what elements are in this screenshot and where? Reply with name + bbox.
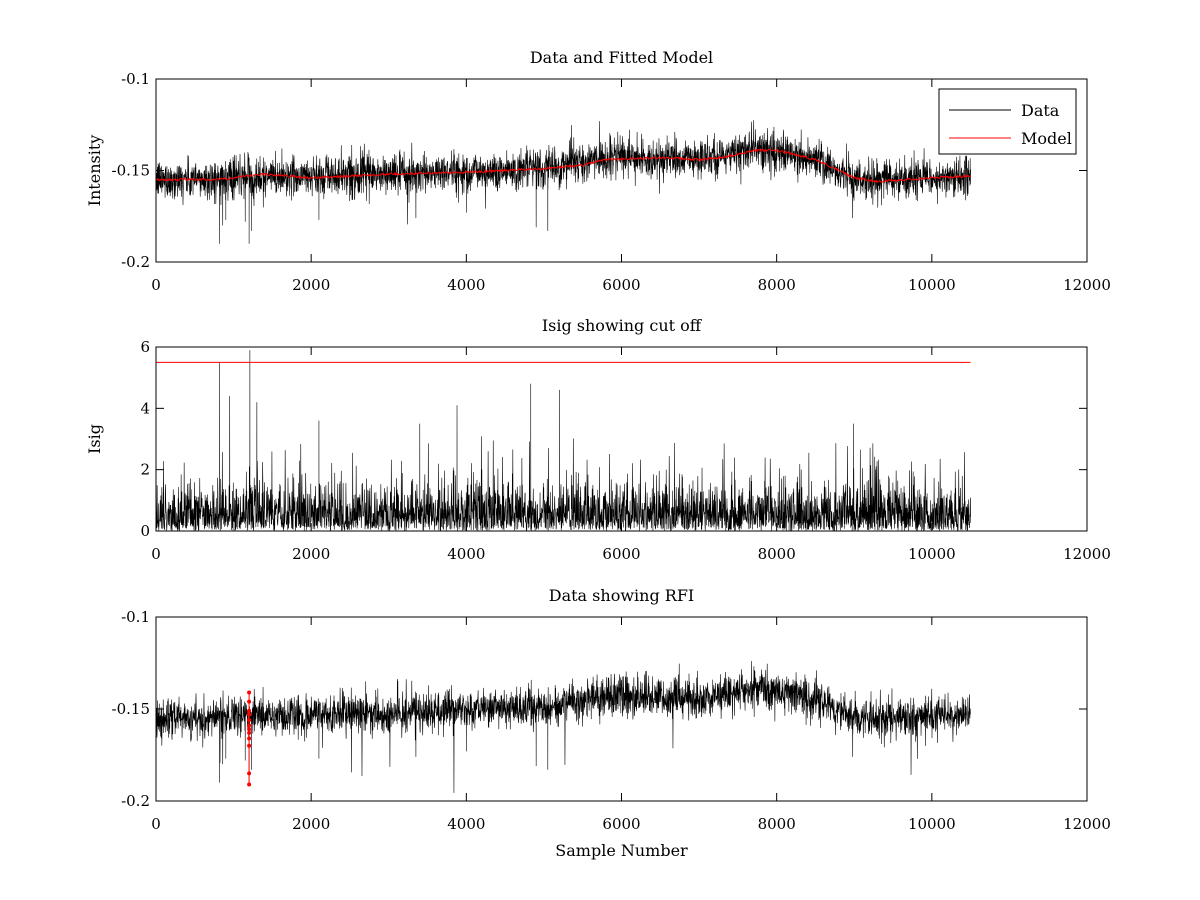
y-tick-label: -0.2 bbox=[121, 792, 150, 810]
x-tick-label: 4000 bbox=[447, 815, 485, 833]
x-tick-label: 6000 bbox=[602, 276, 640, 294]
rfi-point bbox=[247, 771, 252, 776]
rfi-point bbox=[247, 708, 252, 713]
y-tick-label: 2 bbox=[140, 461, 150, 479]
x-tick-label: 0 bbox=[151, 276, 161, 294]
x-tick-label: 2000 bbox=[292, 815, 330, 833]
y-tick-label: -0.15 bbox=[112, 162, 150, 180]
chart-panel-3: 0 2000 4000 6000 8000 10000 12000 -0.1 -0.15 -0.2… bbox=[112, 586, 1111, 860]
rfi-point bbox=[247, 718, 252, 723]
y-tick-label: 6 bbox=[140, 338, 150, 356]
rfi-point bbox=[247, 699, 252, 704]
chart-title: Data showing RFI bbox=[549, 586, 694, 605]
rfi-point bbox=[247, 712, 252, 717]
x-tick-label: 12000 bbox=[1063, 545, 1111, 563]
y-tick-label: -0.15 bbox=[112, 700, 150, 718]
x-tick-label: 0 bbox=[151, 545, 161, 563]
x-tick-label: 12000 bbox=[1063, 276, 1111, 294]
x-tick-label: 10000 bbox=[908, 815, 956, 833]
plot-area bbox=[156, 120, 972, 244]
rfi-point bbox=[247, 736, 252, 741]
legend-box bbox=[938, 88, 1077, 155]
x-tick-label: 6000 bbox=[602, 545, 640, 563]
rfi-point bbox=[247, 690, 252, 695]
y-tick-label: 4 bbox=[140, 399, 150, 417]
x-tick-label: 4000 bbox=[447, 276, 485, 294]
x-tick-label: 4000 bbox=[447, 545, 485, 563]
plot-area bbox=[156, 660, 971, 793]
x-tick-label: 10000 bbox=[908, 545, 956, 563]
x-tick-label: 8000 bbox=[758, 545, 796, 563]
series-model-line bbox=[156, 148, 972, 184]
series-data-line bbox=[156, 120, 971, 244]
plot-area bbox=[156, 350, 971, 531]
y-tick-label: -0.2 bbox=[121, 253, 150, 271]
x-axis-label: Sample Number bbox=[555, 841, 688, 860]
chart-title: Data and Fitted Model bbox=[530, 48, 713, 67]
x-tick-label: 8000 bbox=[758, 815, 796, 833]
y-tick-label: -0.1 bbox=[121, 70, 150, 88]
legend-label: Data bbox=[1021, 101, 1060, 120]
chart-panel-1: 0 2000 4000 6000 8000 10000 12000 -0.1 -0.15 -0.2… bbox=[85, 48, 1111, 294]
x-tick-label: 2000 bbox=[292, 276, 330, 294]
y-axis-label: Intensity bbox=[85, 135, 104, 207]
rfi-point bbox=[247, 730, 252, 735]
chart-title: Isig showing cut off bbox=[542, 316, 703, 335]
x-tick-label: 6000 bbox=[602, 815, 640, 833]
x-tick-label: 8000 bbox=[758, 276, 796, 294]
x-tick-label: 2000 bbox=[292, 545, 330, 563]
y-tick-label: 0 bbox=[140, 522, 150, 540]
x-tick-label: 0 bbox=[151, 815, 161, 833]
rfi-point bbox=[247, 743, 252, 748]
rfi-point bbox=[247, 782, 252, 787]
x-tick-label: 10000 bbox=[908, 276, 956, 294]
rfi-point bbox=[247, 723, 252, 728]
series-data-line bbox=[156, 350, 971, 531]
chart-panel-2: 0 2000 4000 6000 8000 10000 12000 0 2 4 6 Isig show… bbox=[85, 316, 1111, 563]
y-tick-label: -0.1 bbox=[121, 608, 150, 626]
y-axis-label: Isig bbox=[85, 424, 104, 454]
x-tick-label: 12000 bbox=[1063, 815, 1111, 833]
legend-label: Model bbox=[1021, 129, 1072, 148]
legend: Data Model bbox=[938, 88, 1077, 155]
rfi-point bbox=[247, 727, 252, 732]
series-data-line bbox=[156, 660, 971, 793]
